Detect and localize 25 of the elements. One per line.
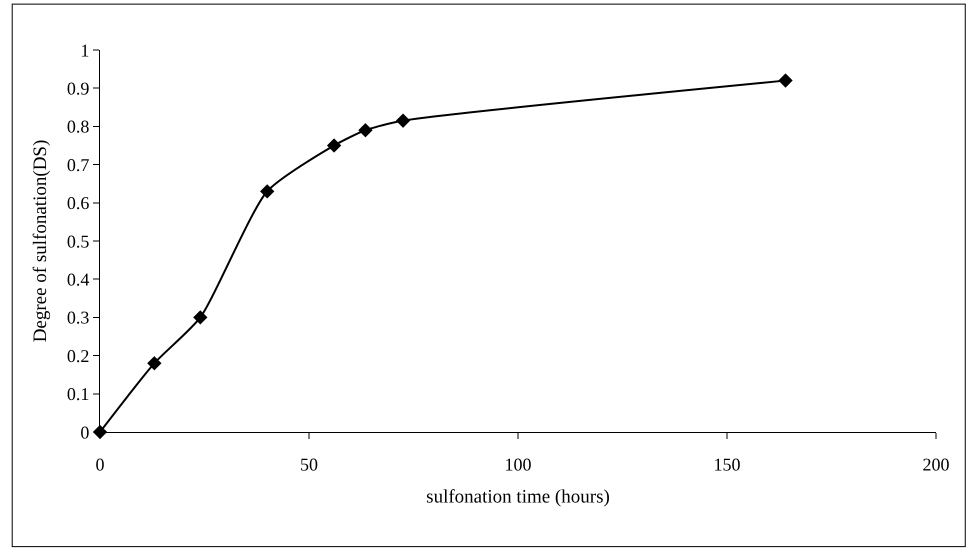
y-tick-label: 0.6 — [66, 193, 90, 214]
point — [778, 73, 793, 88]
y-tick-label: 0.3 — [66, 308, 90, 328]
y-tick-label: 0.7 — [66, 154, 90, 175]
x-tick-label: 200 — [922, 454, 950, 475]
x-tick-label: 150 — [714, 454, 740, 475]
y-tick-label: 0.9 — [66, 78, 90, 98]
x-tick-label: 0 — [96, 454, 104, 475]
y-tick-label: 0.1 — [66, 384, 90, 404]
point — [358, 123, 373, 138]
y-tick-label: 0.8 — [66, 116, 90, 137]
y-tick-label: 0.5 — [66, 231, 90, 252]
x-tick-label: 100 — [504, 454, 532, 475]
y-tick-label: 0.4 — [66, 270, 90, 290]
point — [260, 184, 274, 198]
point — [326, 138, 342, 153]
y-axis-title: Degree of sulfonation(DS) — [30, 140, 51, 342]
point — [147, 356, 162, 370]
point — [193, 310, 208, 325]
x-axis-title: sulfonation time (hours) — [426, 486, 610, 508]
y-tick-label: 1 — [80, 40, 90, 60]
x-tick-label: 50 — [300, 454, 318, 475]
y-tick-label: 0 — [80, 422, 90, 442]
y-tick-label: 0.2 — [66, 346, 90, 366]
point — [396, 114, 410, 128]
